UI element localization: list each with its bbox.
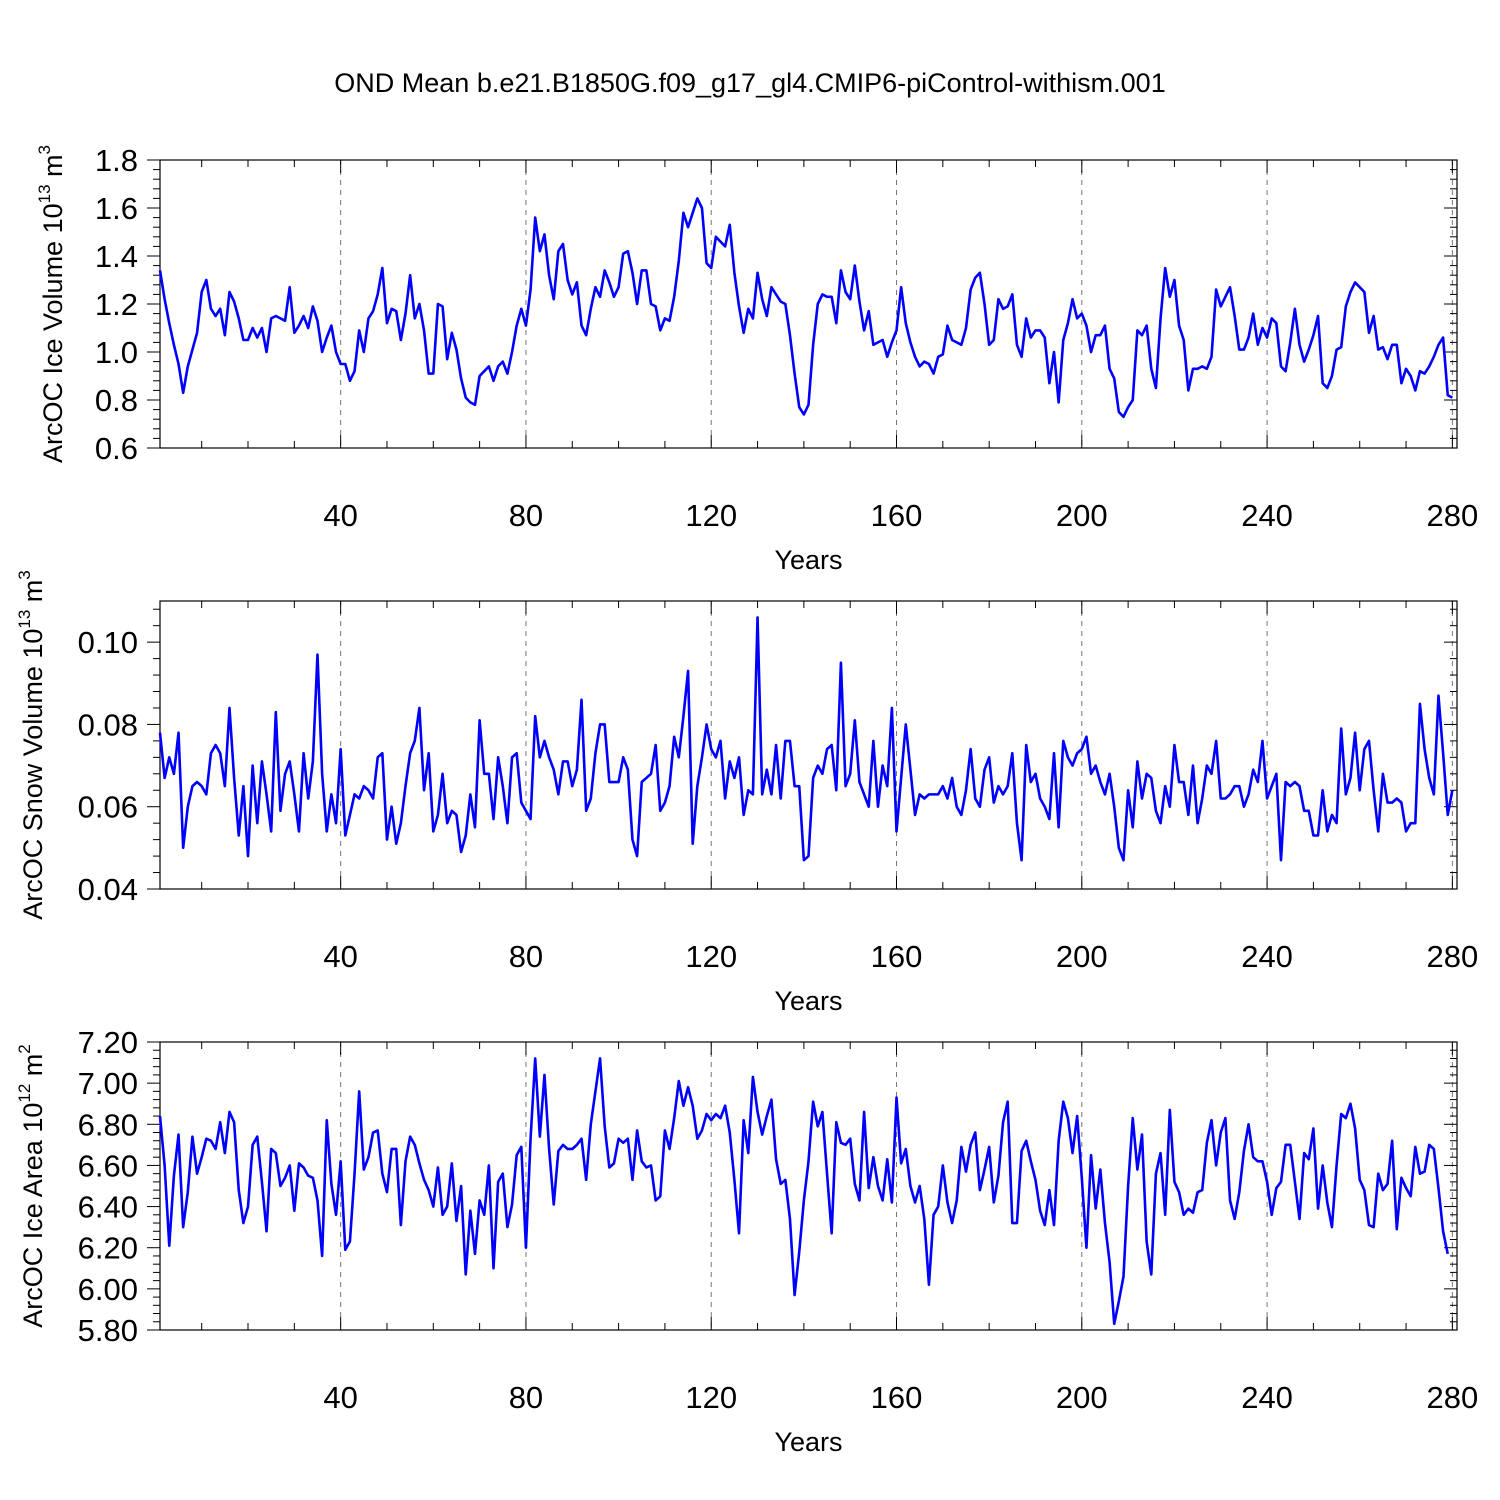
y-axis-title-unit-exponent: 2 (15, 1044, 34, 1053)
y-tick-label: 1.0 (95, 335, 138, 370)
x-tick-label: 280 (1427, 498, 1479, 533)
y-tick-label: 0.8 (95, 383, 138, 418)
panel-1: 40 80 120 160 200 240 280 0.6 0.8 1.0 1.2 1.4 1.6 1.8… (35, 143, 1478, 575)
x-tick-label: 240 (1241, 939, 1293, 974)
y-axis-title-unit: m (18, 580, 48, 610)
x-tick-label: 160 (871, 1380, 923, 1415)
x-tick-label: 200 (1056, 1380, 1108, 1415)
y-axis-title-unit-exponent: 3 (35, 145, 54, 154)
y-axis-title: ArcOC Ice Volume 1013 m3 (35, 145, 68, 463)
plot-frame (159, 1041, 1458, 1331)
y-axis-title: ArcOC Ice Area 1012 m2 (15, 1044, 48, 1328)
x-tick-label: 240 (1241, 498, 1293, 533)
series-line (158, 1057, 1450, 1326)
y-tick-label: 6.00 (78, 1272, 138, 1307)
y-tick-label: 6.60 (78, 1148, 138, 1183)
y-tick-label: 0.08 (78, 707, 138, 742)
x-tick-label: 280 (1427, 939, 1479, 974)
y-axis-title-exponent: 13 (35, 184, 54, 203)
x-tick-label: 120 (685, 939, 737, 974)
x-tick-label: 120 (685, 1380, 737, 1415)
x-tick-label: 80 (509, 1380, 543, 1415)
x-tick-label: 160 (871, 939, 923, 974)
y-axis-title-text: ArcOC Ice Area 10 (18, 1103, 48, 1328)
series-line (158, 616, 1454, 862)
x-tick-label: 200 (1056, 939, 1108, 974)
plot-frame (159, 159, 1458, 449)
x-tick-label: 240 (1241, 1380, 1293, 1415)
y-tick-label: 0.10 (78, 625, 138, 660)
y-axis-title-unit: m (18, 1054, 48, 1084)
y-axis-title-exponent: 12 (15, 1084, 34, 1103)
y-tick-label: 1.6 (95, 191, 138, 226)
y-tick-label: 0.04 (78, 872, 138, 907)
y-tick-label: 6.20 (78, 1231, 138, 1266)
panel-3: 40 80 120 160 200 240 280 5.80 6.00 6.20 6.40 6.60 6… (15, 1025, 1478, 1457)
y-tick-label: 0.06 (78, 790, 138, 825)
y-axis-title-text: ArcOC Ice Volume 10 (38, 203, 68, 463)
x-axis-title: Years (774, 986, 842, 1016)
y-axis-title-exponent: 13 (15, 610, 34, 629)
y-tick-label: 1.4 (95, 239, 138, 274)
x-tick-label: 40 (323, 498, 357, 533)
x-tick-label: 160 (871, 498, 923, 533)
x-axis-title: Years (774, 545, 842, 575)
y-tick-label: 7.20 (78, 1025, 138, 1060)
y-axis-title-unit: m (38, 154, 68, 184)
y-tick-label: 7.00 (78, 1066, 138, 1101)
y-axis-title: ArcOC Snow Volume 1013 m3 (15, 570, 48, 920)
y-tick-label: 1.8 (95, 143, 138, 178)
x-tick-label: 40 (323, 939, 357, 974)
panels-group: 40 80 120 160 200 240 2800.60.81.01.21.41.61.8… (15, 143, 1478, 1457)
y-axis-title-text: ArcOC Snow Volume 10 (18, 629, 48, 920)
x-tick-label: 80 (509, 939, 543, 974)
y-tick-label: 6.80 (78, 1107, 138, 1142)
series-line (158, 197, 1453, 419)
x-tick-label: 280 (1427, 1380, 1479, 1415)
y-tick-label: 1.2 (95, 287, 138, 322)
x-tick-label: 120 (685, 498, 737, 533)
panel-2: 40 80 120 160 200 240 280 0.04 0.06 0.08 0.10 Years… (15, 570, 1478, 1016)
x-tick-label: 80 (509, 498, 543, 533)
x-tick-label: 200 (1056, 498, 1108, 533)
y-tick-label: 5.80 (78, 1313, 138, 1348)
x-axis-title: Years (774, 1427, 842, 1457)
chart-title: OND Mean b.e21.B1850G.f09_g17_gl4.CMIP6-… (334, 68, 1165, 98)
y-axis-title-unit-exponent: 3 (15, 570, 34, 579)
y-tick-label: 6.40 (78, 1190, 138, 1225)
y-tick-label: 0.6 (95, 431, 138, 466)
x-tick-label: 40 (323, 1380, 357, 1415)
